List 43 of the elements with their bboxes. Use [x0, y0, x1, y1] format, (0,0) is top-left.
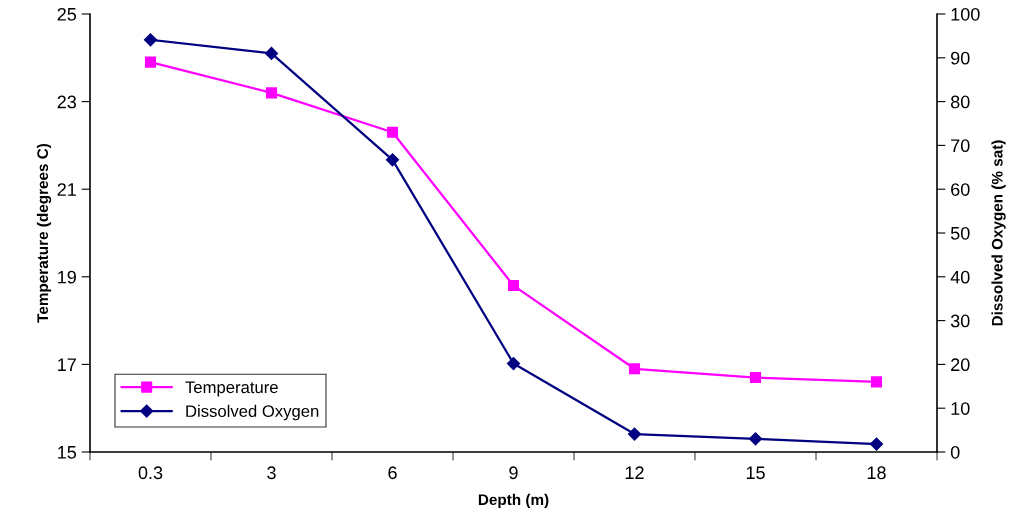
- x-tick-label: 9: [509, 466, 518, 480]
- x-tick-label: 15: [746, 466, 765, 480]
- point: [386, 126, 399, 138]
- y2-tick-label: 60: [951, 183, 970, 196]
- point: [506, 356, 521, 371]
- y-tick-label: 15: [58, 446, 77, 459]
- point: [144, 56, 157, 68]
- y-tick-label: 19: [58, 270, 76, 284]
- y2-tick-label: 90: [951, 51, 970, 65]
- point: [507, 280, 520, 292]
- y2-tick-label: 80: [950, 95, 970, 109]
- y2-tick-label: 70: [951, 139, 970, 153]
- legend-label: Dissolved Oxygen: [186, 404, 319, 421]
- y2-tick-label: 10: [951, 402, 970, 415]
- y2-tick-label: 50: [950, 226, 970, 240]
- legend-label: Temperature: [185, 381, 278, 397]
- y2-tick-label: 30: [950, 314, 970, 328]
- y2-tick-label: 40: [950, 270, 970, 284]
- y2-tick-label: 20: [951, 358, 970, 372]
- point: [264, 46, 279, 61]
- point: [749, 371, 762, 384]
- y-tick-label: 25: [57, 7, 77, 21]
- x-tick-label: 6: [388, 466, 397, 480]
- y2-tick-label: 100: [951, 7, 980, 21]
- y2-tick-label: 0: [950, 445, 960, 459]
- point: [869, 437, 884, 451]
- point: [265, 87, 278, 99]
- y2-axis-title: Dissolved Oxygen (% sat): [991, 140, 1006, 326]
- y-tick-label: 21: [57, 183, 76, 196]
- x-tick-label: 3: [267, 466, 276, 480]
- point: [385, 153, 400, 167]
- x-axis-title: Depth (m): [478, 493, 549, 509]
- y-axis-title: Temperature (degrees C): [36, 143, 52, 323]
- y-tick-label: 23: [57, 95, 77, 109]
- x-tick-label: 12: [625, 466, 644, 479]
- point: [748, 432, 763, 446]
- x-tick-label: 18: [867, 466, 886, 480]
- point: [870, 376, 883, 388]
- point: [143, 33, 158, 47]
- point: [628, 363, 641, 375]
- point: [627, 427, 642, 441]
- x-tick-label: 0.3: [138, 466, 163, 480]
- y-tick-label: 17: [58, 358, 76, 371]
